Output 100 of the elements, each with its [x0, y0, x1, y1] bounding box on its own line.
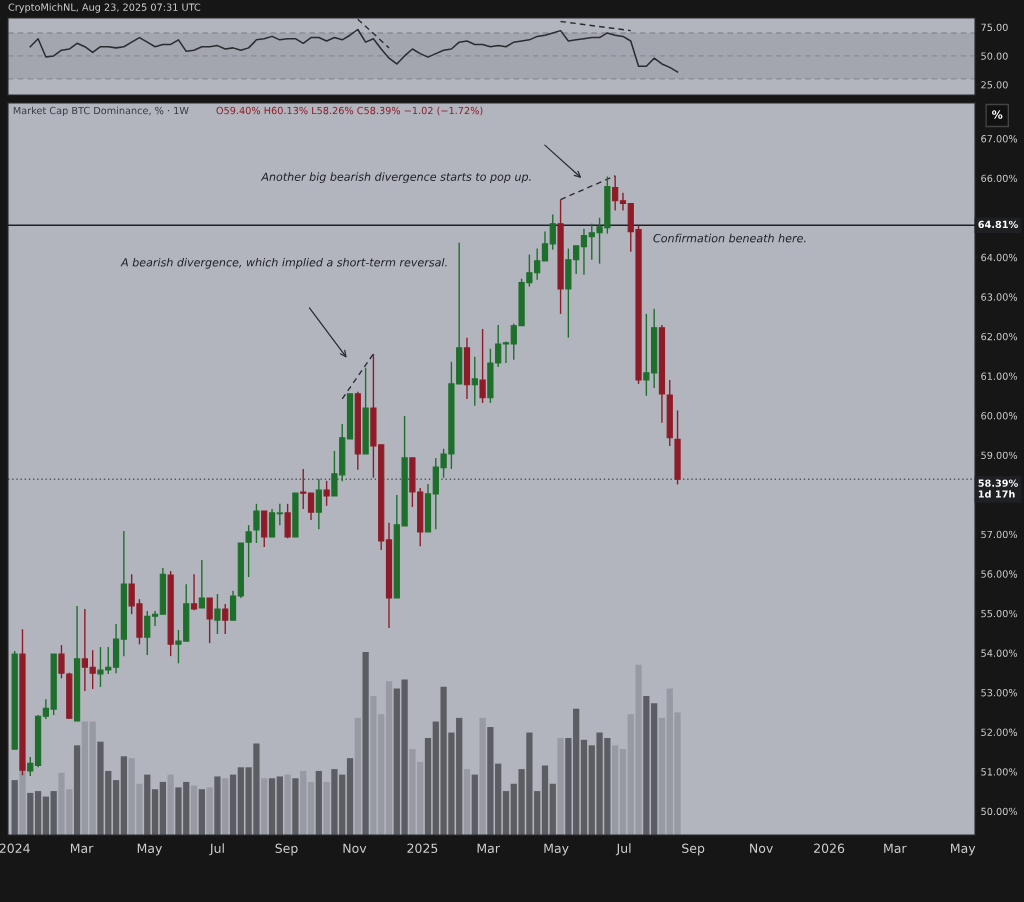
candlestick [323, 480, 330, 507]
y-tick-label: 25.00 [981, 81, 1008, 89]
candlestick [619, 192, 627, 212]
bar [292, 778, 299, 835]
x-tick-label: 2025 [407, 843, 438, 854]
bar [300, 770, 307, 835]
x-tick-label: Nov [750, 843, 773, 854]
candlestick [471, 355, 478, 407]
candlestick [276, 503, 283, 526]
bar [268, 778, 276, 835]
bar [323, 781, 330, 835]
candlestick [151, 610, 159, 627]
bar [229, 774, 237, 835]
x-tick-label: May [137, 843, 163, 856]
x-tick-label: Jul [209, 843, 224, 856]
candlestick [549, 213, 556, 251]
x-tick-label: Nov [343, 843, 367, 854]
y-tick-label: 59.00% [981, 451, 1018, 459]
y-tick-label: 61.00% [981, 372, 1018, 380]
bar [81, 721, 88, 835]
bar [643, 695, 650, 835]
bar [151, 789, 159, 835]
bar [612, 745, 619, 835]
candlestick [315, 478, 322, 530]
bar [50, 791, 57, 835]
candlestick [214, 593, 221, 635]
bar [276, 776, 283, 835]
x-tick-label: 2026 [814, 843, 845, 854]
bar [73, 745, 81, 835]
bar [346, 758, 354, 835]
x-tick-label: Mar [884, 843, 907, 854]
bar [206, 787, 213, 835]
candlestick [612, 175, 619, 212]
y-tick-label: 53.00% [981, 689, 1018, 697]
bar [385, 681, 393, 835]
x-tick-label: 2024 [0, 843, 30, 854]
y-tick-label: 56.00% [981, 570, 1018, 578]
x-tick-label: Sep [682, 843, 705, 856]
bar [619, 748, 627, 835]
bar [424, 738, 432, 835]
text: CryptoMichNL, Aug 23, 2025 07:31 UTC [8, 3, 201, 13]
y-tick-label: 64.00% [981, 253, 1018, 262]
chart-subtitle: O59.40% H60.13% L58.26% C58.39% −1.02 (−1.72%) [216, 106, 483, 116]
bar [198, 789, 205, 835]
y-tick-label: 50.00 [981, 52, 1008, 60]
bar [534, 791, 541, 835]
bar [573, 708, 580, 835]
bar [479, 717, 486, 835]
x-tick-label: Mar [477, 843, 500, 854]
bar [237, 767, 244, 835]
bar [167, 774, 174, 835]
candlestick [479, 328, 486, 404]
y-tick-label: 52.00% [981, 728, 1018, 736]
bar [463, 769, 471, 835]
bar [362, 652, 369, 835]
bar [549, 783, 556, 835]
candlestick [541, 230, 549, 262]
bar [557, 738, 564, 835]
bar [89, 721, 96, 835]
bar [214, 776, 221, 835]
x-tick-label: May [544, 843, 569, 856]
bar [261, 778, 268, 835]
candlestick [580, 228, 588, 276]
x-tick-label: Sep [275, 843, 298, 856]
bar [11, 780, 18, 835]
bar [112, 780, 120, 835]
bar [307, 781, 315, 835]
x-tick-label: Mar [70, 843, 94, 854]
bar [159, 781, 166, 835]
bar [222, 778, 229, 835]
y-tick-label: 57.00% [981, 530, 1018, 539]
bar [658, 717, 666, 835]
bar [502, 791, 510, 835]
line-series [29, 28, 679, 73]
y-tick-label: 67.00% [981, 135, 1018, 143]
chart-title: Market Cap BTC Dominance, % · 1W [13, 106, 189, 117]
ref-line-label: 58.39% 1d 17h [978, 479, 1018, 498]
y-tick-label: 60.00% [981, 412, 1018, 420]
y-tick-label: 50.00% [981, 807, 1018, 816]
candlestick [198, 559, 205, 609]
y-tick-label: 63.00% [981, 293, 1018, 301]
candlestick [307, 492, 315, 521]
candlestick [144, 610, 151, 656]
bar [471, 774, 478, 835]
candlestick [300, 468, 307, 510]
bar [541, 765, 549, 835]
bar [284, 774, 291, 835]
bar [315, 770, 322, 835]
y-tick-label: 54.00% [981, 649, 1018, 657]
x-tick-label: Jul [615, 843, 631, 856]
annotation: Another big bearish divergence starts to pop up. [260, 172, 531, 184]
y-tick-label: 62.00% [981, 332, 1018, 341]
y-tick-label: 66.00% [981, 174, 1018, 183]
bar [354, 717, 361, 835]
bar [27, 792, 34, 835]
annotation: A bearish divergence, which implied a short-term reversal. [120, 257, 447, 269]
bar [42, 796, 49, 835]
text: % [992, 110, 1003, 119]
candlestick [222, 603, 229, 635]
ref-line-label: 64.81% [978, 220, 1018, 229]
